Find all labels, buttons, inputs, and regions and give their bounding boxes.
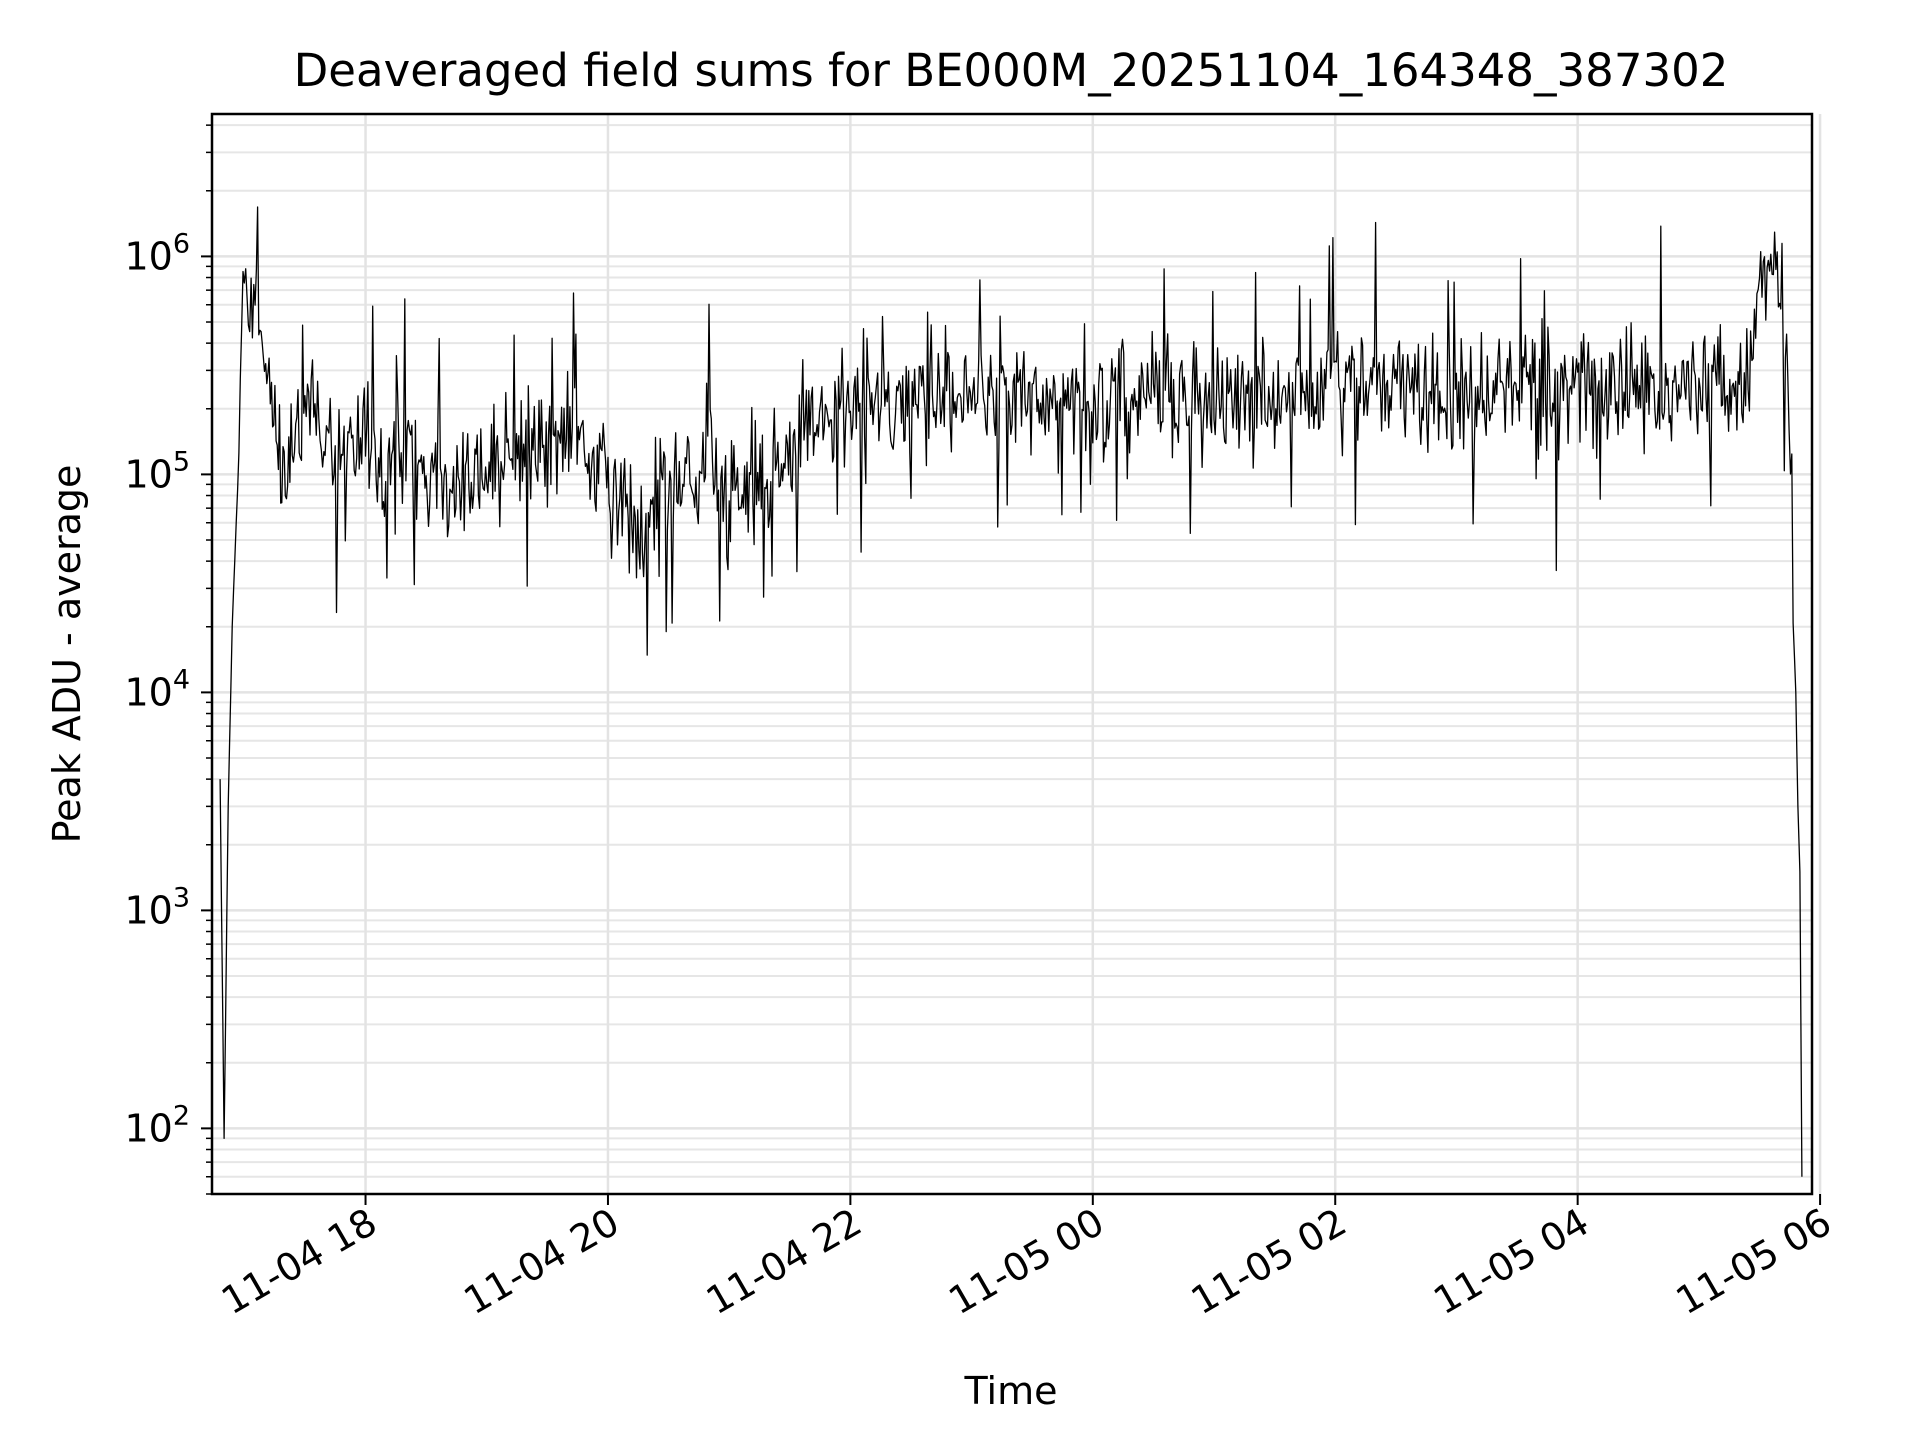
plot-frame <box>210 112 1814 1196</box>
y-axis-label: Peak ADU - average <box>45 465 89 844</box>
y-tick-label: 102 <box>124 1100 190 1150</box>
series-line-peak-adu <box>219 206 1803 1177</box>
y-tick-label: 104 <box>124 664 190 714</box>
x-axis-label: Time <box>964 1369 1058 1413</box>
grid <box>212 114 1822 1195</box>
series-layer <box>219 206 1803 1177</box>
y-tick-label: 106 <box>124 228 190 278</box>
chart-title: Deaveraged field sums for BE000M_2025110… <box>294 44 1729 97</box>
y-tick-label: 105 <box>124 446 190 496</box>
y-tick-label: 103 <box>124 882 190 932</box>
